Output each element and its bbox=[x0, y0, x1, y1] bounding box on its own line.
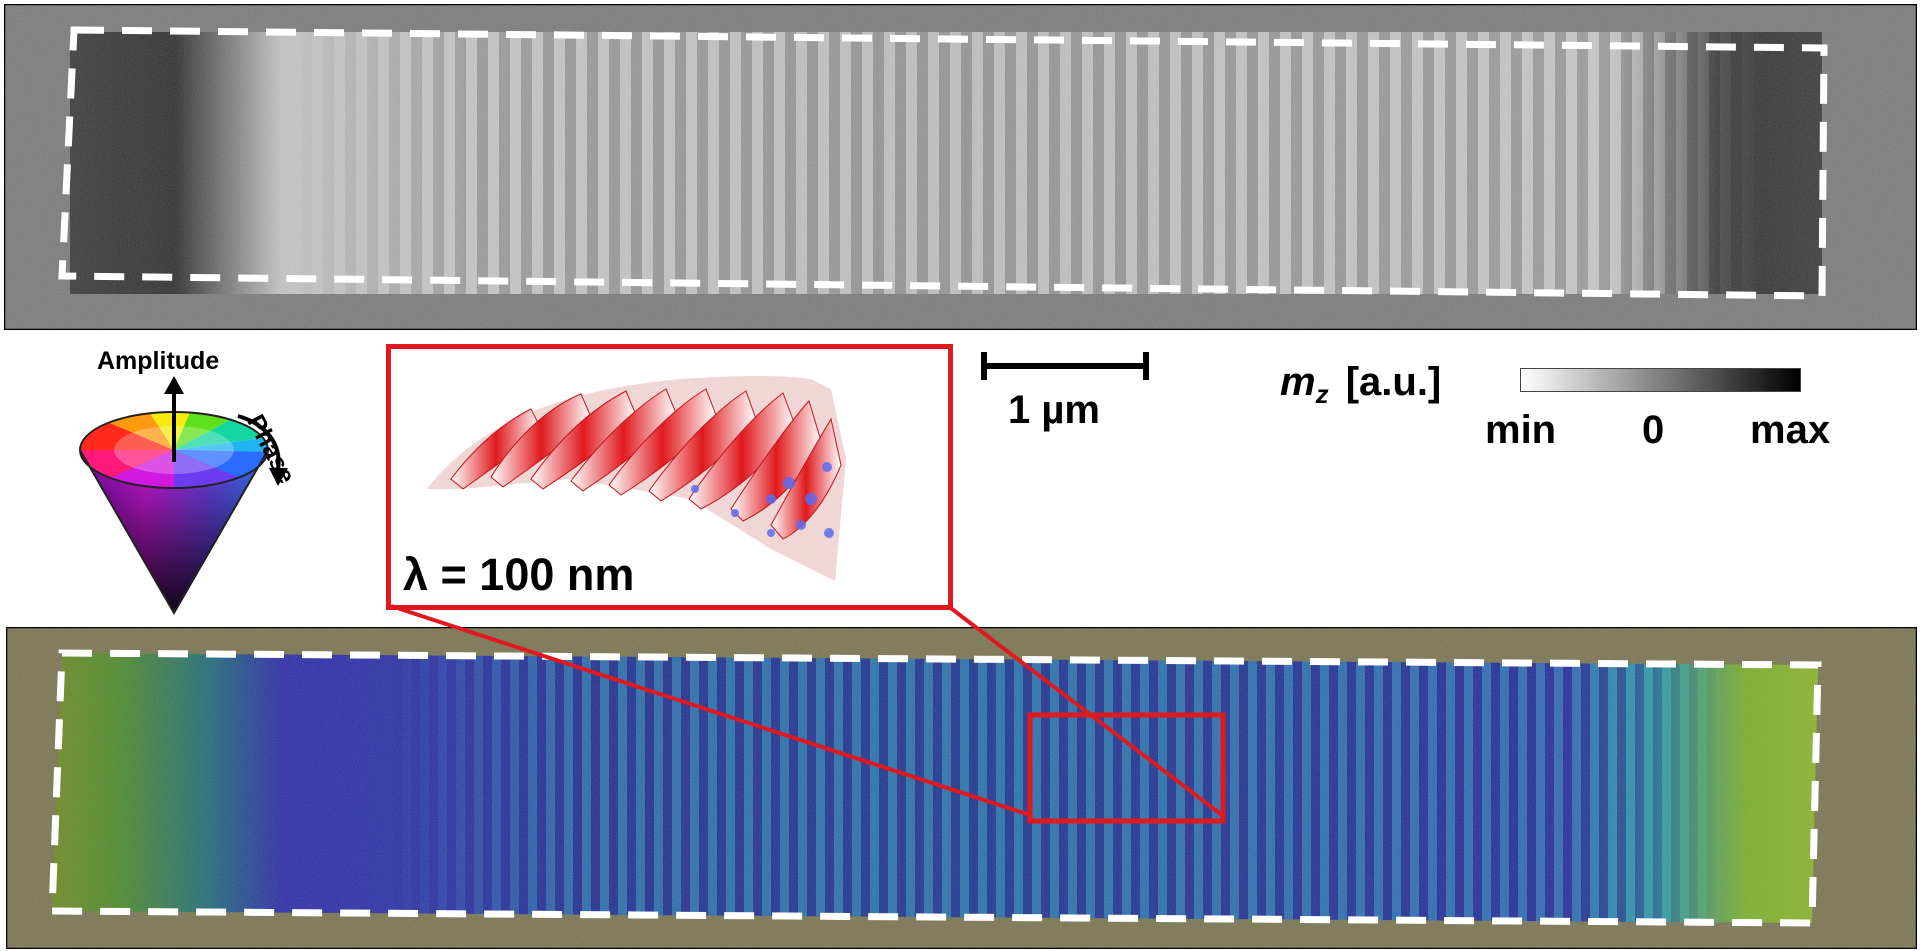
bottom-phase-image-panel bbox=[6, 627, 1917, 949]
colorbar-title-subscript: z bbox=[1315, 379, 1329, 409]
wavelength-label: λ = 100 nm bbox=[403, 549, 635, 600]
colorbar-tick-max: max bbox=[1750, 408, 1831, 452]
colorbar-title: mz [a.u.] bbox=[1280, 360, 1441, 410]
top-mz-image bbox=[4, 4, 1917, 330]
zoom-region-box bbox=[1027, 712, 1226, 824]
phase-amplitude-legend: Amplitude bbox=[70, 340, 350, 620]
scale-bar: 1 µm bbox=[980, 348, 1150, 438]
colorbar-gradient bbox=[1520, 368, 1801, 392]
amplitude-label: Amplitude bbox=[97, 347, 220, 375]
colorbar-tick-zero: 0 bbox=[1642, 408, 1665, 452]
mz-colorbar: mz [a.u.] min 0 max bbox=[1280, 360, 1860, 460]
top-mz-image-panel bbox=[4, 4, 1917, 330]
scale-bar-line bbox=[981, 352, 1149, 380]
colorbar-title-symbol: m bbox=[1280, 360, 1316, 404]
colorbar-tick-min: min bbox=[1485, 408, 1557, 452]
color-cone-icon bbox=[79, 376, 288, 616]
bottom-roi-outline bbox=[48, 649, 1822, 927]
scale-bar-label: 1 µm bbox=[1008, 388, 1100, 432]
colorbar-title-unit: [a.u.] bbox=[1345, 360, 1442, 404]
spin-wave-surface-plot bbox=[427, 376, 846, 581]
wavelength-inset: λ = 100 nm bbox=[386, 344, 953, 610]
top-roi-outline bbox=[58, 26, 1828, 300]
bottom-phase-image bbox=[6, 627, 1917, 949]
